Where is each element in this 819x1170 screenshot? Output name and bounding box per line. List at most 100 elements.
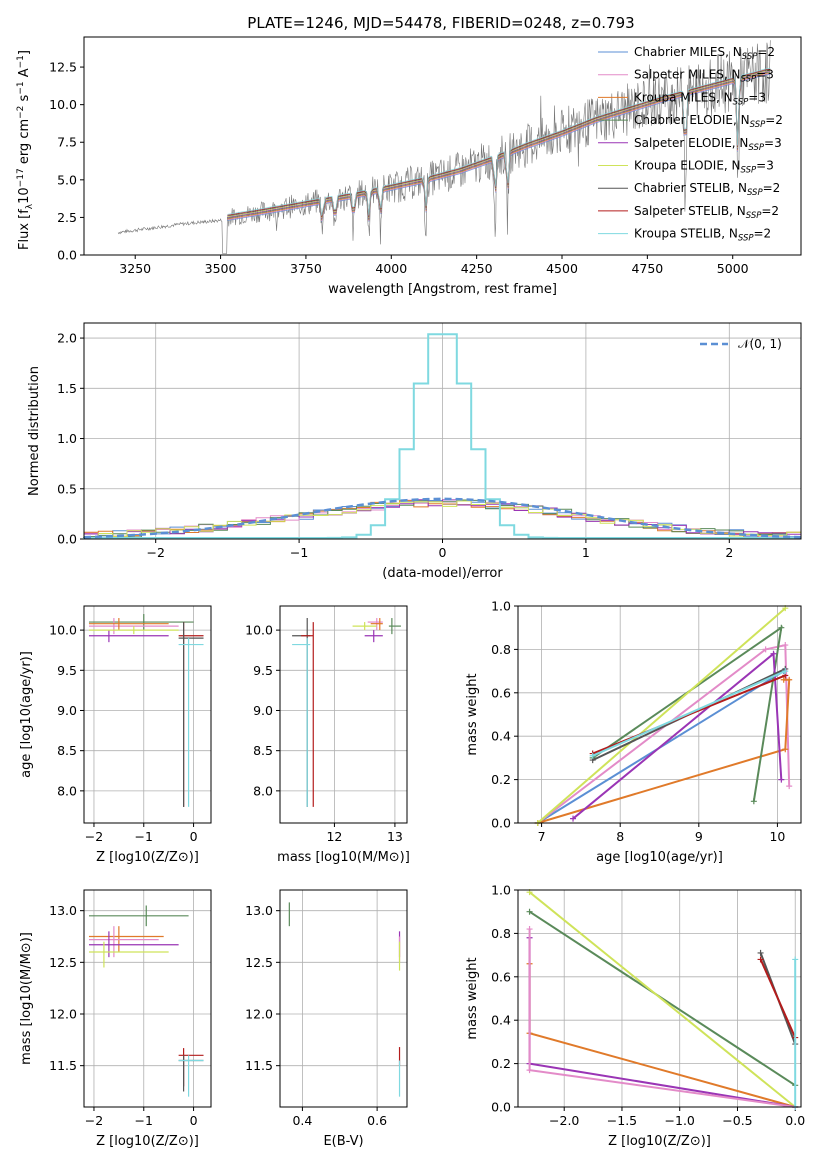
age_vs_Z-chart: −2 −1 0 8.0 8.5 9.0 9.5 10.0 Z [log10(Z/Z⊙)] age … bbox=[19, 605, 212, 865]
spectrum-data-line bbox=[117, 40, 771, 254]
series-marker-kroupa_stelib bbox=[792, 956, 799, 963]
mass_vs_Z-ytick-label: 12.0 bbox=[49, 1007, 77, 1022]
age_vs_Z-xtick-label: −2 bbox=[85, 829, 103, 844]
mass_vs_EBV-frame bbox=[279, 889, 408, 1108]
spectrum-ytick-label: 12.5 bbox=[49, 60, 77, 75]
spectrum-xtick-label: 4000 bbox=[375, 261, 407, 276]
series-marker-chabrier_stelib bbox=[757, 949, 764, 956]
spectrum-ytick-label: 0.0 bbox=[57, 248, 77, 263]
figure-title: PLATE=1246, MJD=54478, FIBERID=0248, z=0… bbox=[247, 14, 634, 32]
mass_vs_Z-ylabel: mass [log10(M/M⊙)] bbox=[19, 932, 34, 1065]
massweight_vs_age-ytick-label: 1.0 bbox=[491, 599, 511, 614]
spectrum-xtick-label: 4500 bbox=[546, 261, 578, 276]
series-line-salpeter_stelib bbox=[592, 674, 786, 755]
series-marker-kroupa_stelib bbox=[782, 668, 789, 675]
legend-label-kroupa_elodie: Kroupa ELODIE, NSSP=3 bbox=[634, 159, 774, 176]
spectrum-xtick-label: 5000 bbox=[717, 261, 749, 276]
series-line-kroupa_elodie bbox=[528, 891, 796, 1108]
series-marker-salpeter_elodie bbox=[570, 815, 577, 822]
residuals-ytick-label: 0.5 bbox=[57, 481, 77, 496]
residuals-hist-kroupa_stelib bbox=[83, 333, 801, 539]
age_vs_mass-xtick-label: 12 bbox=[326, 829, 342, 844]
massweight_vs_age-frame bbox=[517, 605, 802, 824]
massweight_vs_Z-chart: −2.0 −1.5 −1.0 −0.5 0.0 0.0 0.2 0.4 0.6 0.8 1.0 Z [… bbox=[465, 883, 805, 1150]
age_vs_mass-chart: 12 13 8.0 8.5 9.0 9.5 10.0 mass [log10(M/M⊙)] bbox=[245, 605, 410, 865]
age_vs_mass-ytick-label: 9.0 bbox=[253, 703, 273, 718]
residuals-ytick-label: 2.0 bbox=[57, 331, 77, 346]
massweight_vs_Z-ylabel: mass weight bbox=[465, 957, 480, 1039]
spectrum-ytick-label: 5.0 bbox=[57, 172, 77, 187]
age_vs_Z-xtick-label: −1 bbox=[135, 829, 153, 844]
series-line-kroupa_elodie bbox=[537, 607, 786, 824]
massweight_vs_Z-ytick-label: 0.0 bbox=[491, 1100, 511, 1115]
series-marker-chabrier_elodie bbox=[750, 798, 757, 805]
series-line-salpeter_miles bbox=[528, 929, 796, 1108]
massweight_vs_Z-ytick-label: 0.8 bbox=[491, 926, 511, 941]
residuals-xtick-label: 2 bbox=[725, 545, 733, 560]
mass_vs_Z-ytick-label: 11.5 bbox=[49, 1058, 77, 1073]
mass_vs_EBV-ytick-label: 13.0 bbox=[245, 903, 273, 918]
mass_vs_Z-xlabel: Z [log10(Z/Z⊙)] bbox=[96, 1134, 199, 1149]
age_vs_mass-xlabel: mass [log10(M/M⊙)] bbox=[277, 850, 410, 865]
age_vs_mass-ytick-label: 10.0 bbox=[245, 623, 273, 638]
age_vs_Z-xlabel: Z [log10(Z/Z⊙)] bbox=[96, 850, 199, 865]
massweight_vs_Z-xtick-label: −2.0 bbox=[549, 1113, 579, 1128]
spectrum-xtick-label: 3750 bbox=[290, 261, 322, 276]
residuals-ytick-label: 1.0 bbox=[57, 431, 77, 446]
spectrum-model-salpeter_elodie bbox=[227, 71, 771, 219]
series-line-salpeter_stelib bbox=[759, 958, 797, 1039]
massweight_vs_Z-xtick-label: 0.0 bbox=[785, 1113, 805, 1128]
mass_vs_EBV-ytick-label: 11.5 bbox=[245, 1058, 273, 1073]
massweight_vs_age-ytick-label: 0.4 bbox=[491, 729, 511, 744]
series-marker-salpeter_miles bbox=[762, 646, 769, 653]
series-marker-salpeter_miles bbox=[526, 1067, 533, 1074]
residuals-ylabel: Normed distribution bbox=[27, 366, 42, 496]
legend-label-chabrier_elodie: Chabrier ELODIE, NSSP=2 bbox=[634, 113, 783, 130]
spectrum-xlabel: wavelength [Angstrom, rest frame] bbox=[328, 282, 557, 297]
legend-label-salpeter_miles: Salpeter MILES, NSSP=3 bbox=[634, 68, 774, 85]
mass_vs_EBV-xtick-label: 0.6 bbox=[367, 1113, 387, 1128]
massweight_vs_Z-xtick-label: −1.5 bbox=[607, 1113, 637, 1128]
age_vs_Z-ytick-label: 8.5 bbox=[57, 743, 77, 758]
series-marker-kroupa_miles bbox=[782, 746, 789, 753]
massweight_vs_age-xtick-label: 10 bbox=[769, 829, 785, 844]
mass_vs_Z-ytick-label: 12.5 bbox=[49, 955, 77, 970]
age_vs_Z-ylabel: age [log10(age/yr)] bbox=[19, 651, 34, 778]
mass_vs_EBV-ytick-label: 12.5 bbox=[245, 955, 273, 970]
series-marker-salpeter_elodie bbox=[770, 650, 777, 657]
legend-label-chabrier_stelib: Chabrier STELIB, NSSP=2 bbox=[634, 181, 780, 198]
mass_vs_Z-xtick-label: 0 bbox=[190, 1113, 198, 1128]
massweight_vs_age-ylabel: mass weight bbox=[465, 673, 480, 755]
residuals-xtick-label: −2 bbox=[146, 545, 164, 560]
mass_vs_EBV-chart: 0.4 0.6 11.5 12.0 12.5 13.0 E(B-V) bbox=[245, 889, 408, 1149]
massweight_vs_age-ytick-label: 0.8 bbox=[491, 642, 511, 657]
mass_vs_Z-xtick-label: −1 bbox=[135, 1113, 153, 1128]
series-marker-kroupa_stelib bbox=[589, 752, 596, 759]
mass_vs_EBV-xlabel: E(B-V) bbox=[323, 1134, 363, 1149]
mass_vs_EBV-xtick-label: 0.4 bbox=[292, 1113, 312, 1128]
residuals-frame bbox=[83, 322, 802, 540]
massweight_vs_Z-ytick-label: 0.4 bbox=[491, 1013, 511, 1028]
spectrum-ytick-label: 10.0 bbox=[49, 97, 77, 112]
spectrum-model-kroupa_stelib bbox=[227, 68, 771, 216]
spectrum-xtick-label: 4250 bbox=[461, 261, 493, 276]
spectrum-model-salpeter_miles bbox=[227, 73, 771, 222]
age_vs_Z-ytick-label: 10.0 bbox=[49, 623, 77, 638]
spectrum-ytick-label: 7.5 bbox=[57, 135, 77, 150]
series-line-salpeter_elodie bbox=[528, 937, 796, 1108]
residuals-ytick-label: 1.5 bbox=[57, 381, 77, 396]
series-marker-salpeter_stelib bbox=[757, 956, 764, 963]
residuals-xlabel: (data-model)/error bbox=[382, 566, 503, 581]
massweight_vs_age-ytick-label: 0.2 bbox=[491, 772, 511, 787]
massweight_vs_Z-ytick-label: 1.0 bbox=[491, 883, 511, 898]
massweight_vs_Z-xlabel: Z [log10(Z/Z⊙)] bbox=[608, 1134, 711, 1149]
spectrum-model-kroupa_miles bbox=[227, 72, 771, 221]
massweight_vs_age-xtick-label: 9 bbox=[695, 829, 703, 844]
age_vs_mass-ytick-label: 8.5 bbox=[253, 743, 273, 758]
age_vs_mass-xtick-label: 13 bbox=[387, 829, 403, 844]
spectrum-legend: Chabrier MILES, NSSP=2 Salpeter MILES, NS… bbox=[598, 45, 783, 244]
massweight_vs_Z-ytick-label: 0.6 bbox=[491, 969, 511, 984]
massweight_vs_age-ytick-label: 0.6 bbox=[491, 685, 511, 700]
spectrum-model-chabrier_stelib bbox=[227, 69, 771, 218]
age_vs_Z-ytick-label: 8.0 bbox=[57, 783, 77, 798]
